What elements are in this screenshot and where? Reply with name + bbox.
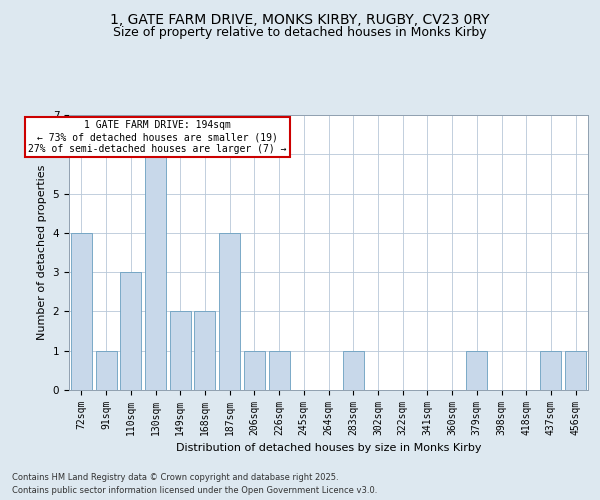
Bar: [343, 350, 364, 390]
Bar: [219, 233, 240, 390]
Bar: [541, 350, 562, 390]
X-axis label: Distribution of detached houses by size in Monks Kirby: Distribution of detached houses by size …: [176, 444, 481, 454]
Bar: [120, 272, 141, 390]
Bar: [145, 154, 166, 390]
Text: 1, GATE FARM DRIVE, MONKS KIRBY, RUGBY, CV23 0RY: 1, GATE FARM DRIVE, MONKS KIRBY, RUGBY, …: [110, 12, 490, 26]
Bar: [466, 350, 487, 390]
Bar: [194, 312, 215, 390]
Bar: [170, 312, 191, 390]
Bar: [269, 350, 290, 390]
Text: Size of property relative to detached houses in Monks Kirby: Size of property relative to detached ho…: [113, 26, 487, 39]
Bar: [95, 350, 116, 390]
Text: Contains public sector information licensed under the Open Government Licence v3: Contains public sector information licen…: [12, 486, 377, 495]
Text: 1 GATE FARM DRIVE: 194sqm
← 73% of detached houses are smaller (19)
27% of semi-: 1 GATE FARM DRIVE: 194sqm ← 73% of detac…: [28, 120, 286, 154]
Bar: [71, 233, 92, 390]
Bar: [244, 350, 265, 390]
Bar: [565, 350, 586, 390]
Text: Contains HM Land Registry data © Crown copyright and database right 2025.: Contains HM Land Registry data © Crown c…: [12, 474, 338, 482]
Y-axis label: Number of detached properties: Number of detached properties: [37, 165, 47, 340]
